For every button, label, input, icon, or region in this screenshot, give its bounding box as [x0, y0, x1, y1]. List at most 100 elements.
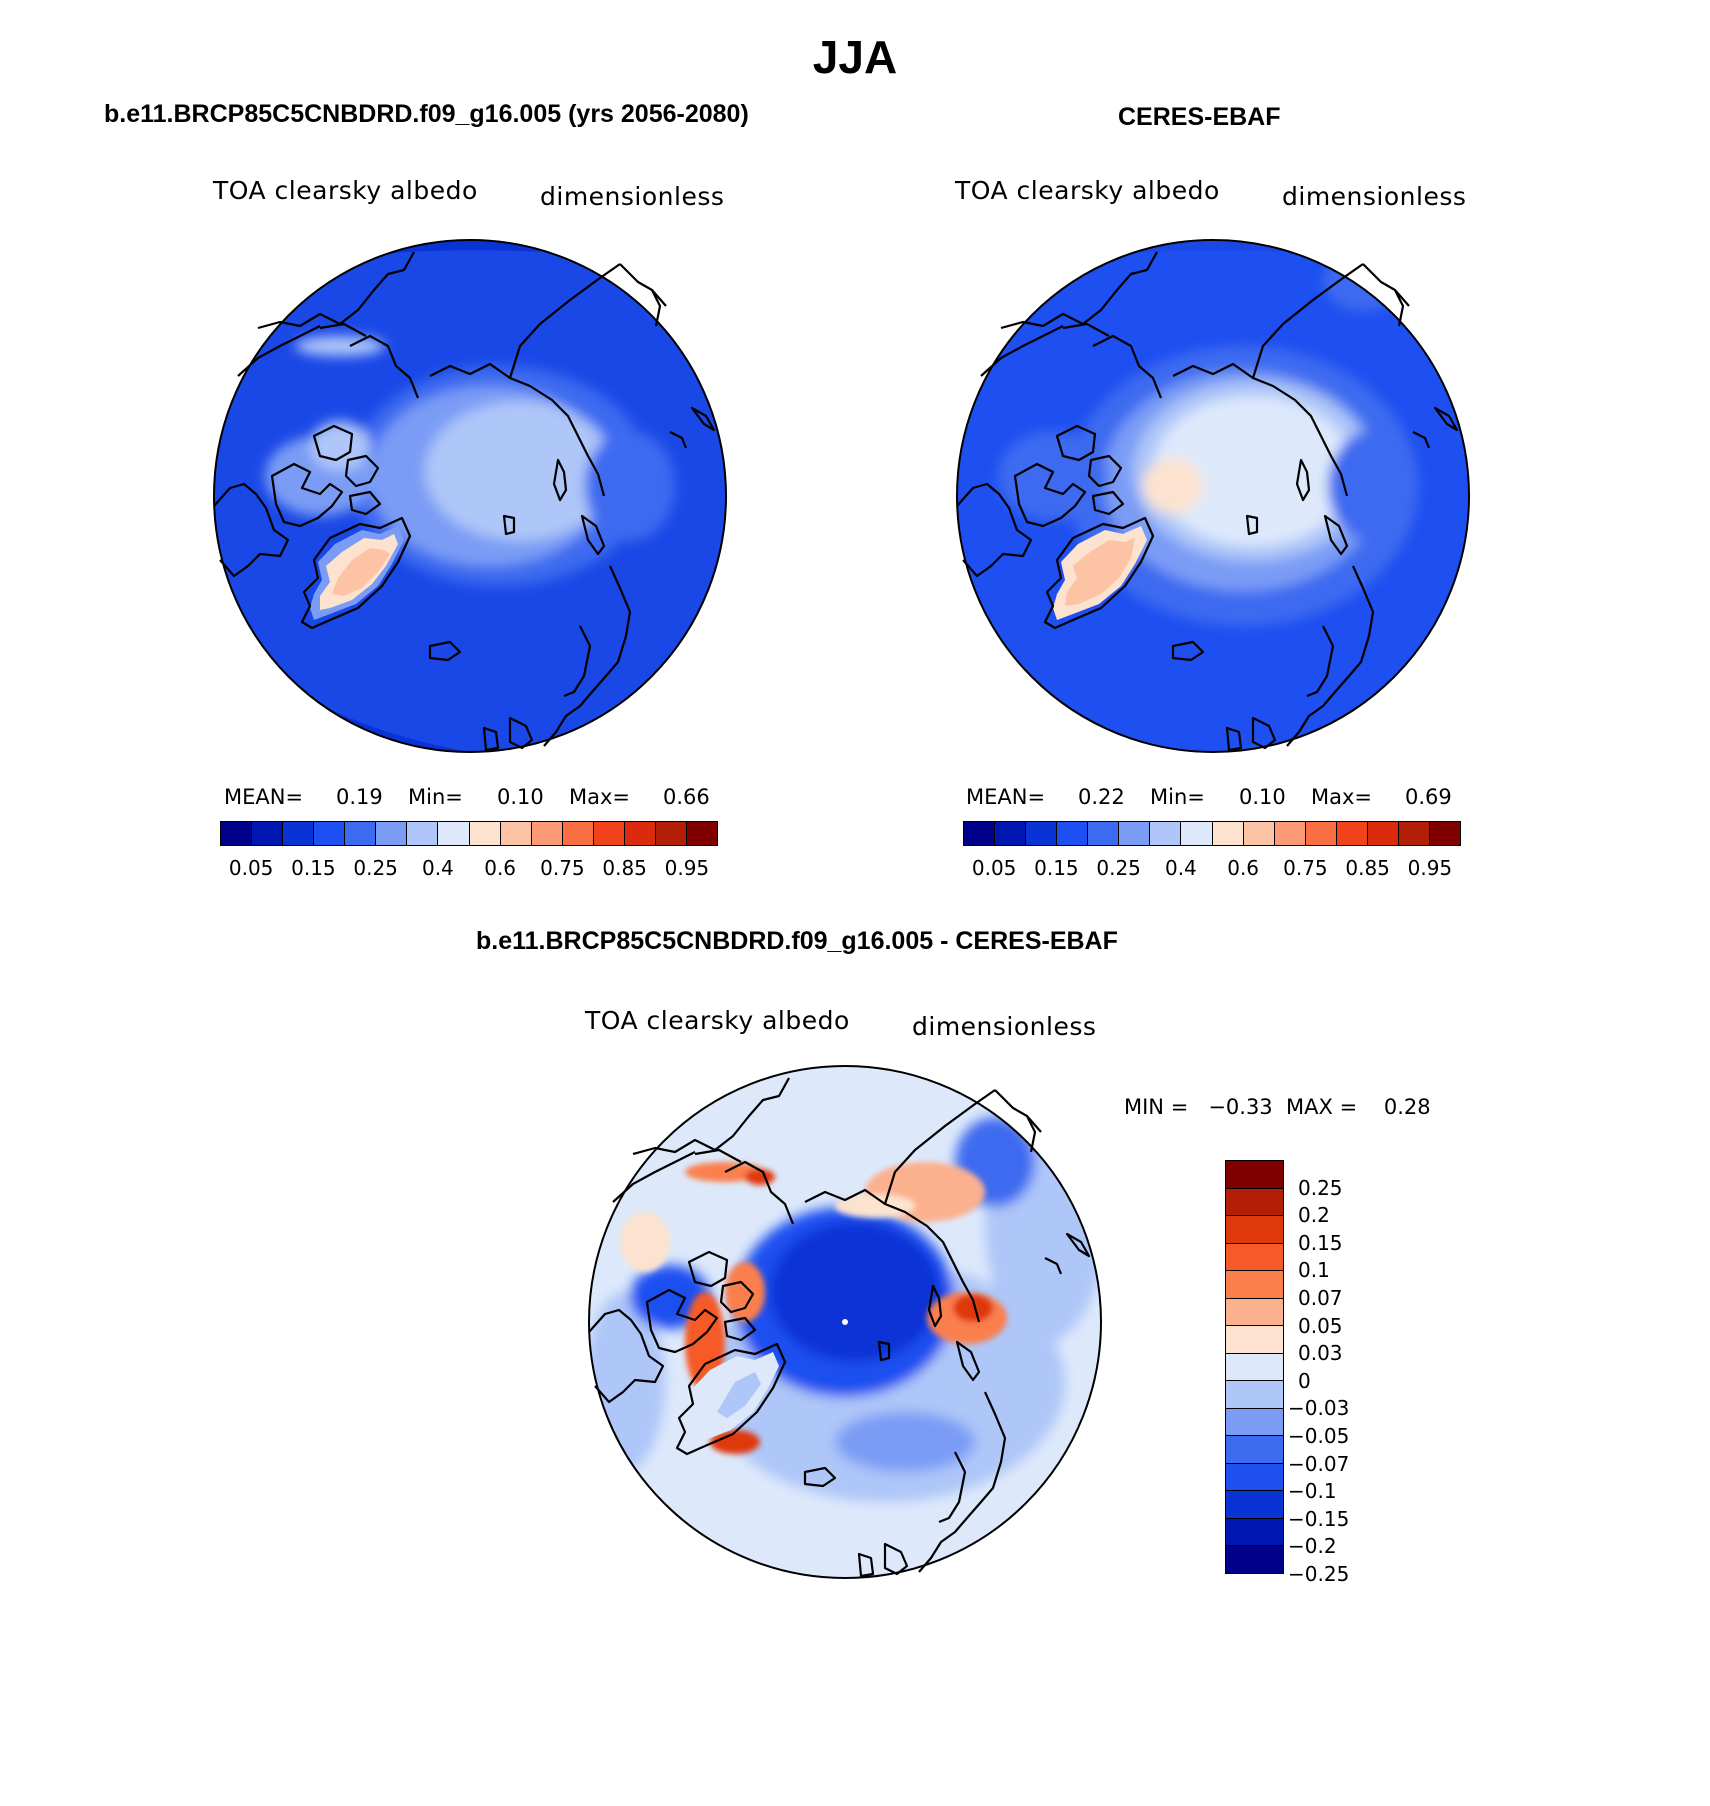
- obs-colorbar-swatch: [1367, 822, 1399, 845]
- obs-colorbar-swatch: [1181, 822, 1213, 845]
- model-colorbar-tick-label: 0.95: [664, 856, 710, 880]
- model-colorbar-tick-label: 0.6: [484, 856, 517, 880]
- model-colorbar-swatch: [655, 822, 687, 845]
- obs-colorbar-swatch: [1150, 822, 1182, 845]
- obs-max-value: 0.69: [1405, 785, 1452, 809]
- obs-colorbar-tick-label: 0.6: [1227, 856, 1260, 880]
- diff-colorbar-swatch: [1226, 1188, 1283, 1217]
- model-colorbar-swatch: [345, 822, 377, 845]
- obs-colorbar-swatch: [1398, 822, 1430, 845]
- obs-colorbar-tick-label: 0.85: [1345, 856, 1390, 880]
- model-mean-value: 0.19: [336, 785, 383, 809]
- model-colorbar-tick-label: 0.05: [228, 856, 274, 880]
- obs-min-label: Min=: [1150, 785, 1205, 809]
- diff-colorbar-swatch: [1226, 1463, 1283, 1492]
- diff-colorbar-swatch: [1226, 1353, 1283, 1382]
- obs-colorbar: [963, 821, 1461, 846]
- obs-colorbar-swatch: [1305, 822, 1337, 845]
- diff-colorbar-swatch: [1226, 1271, 1283, 1299]
- obs-colorbar-tick-label: 0.4: [1164, 856, 1197, 880]
- obs-variable-label: TOA clearsky albedo: [955, 176, 1220, 205]
- model-colorbar-swatch: [407, 822, 439, 845]
- diff-colorbar-tick-label: 0.25: [1298, 1175, 1343, 1200]
- diff-colorbar-tick-label: −0.15: [1288, 1506, 1350, 1531]
- model-colorbar-swatch: [438, 822, 470, 845]
- diff-colorbar-swatch: [1226, 1298, 1283, 1327]
- diff-units-label: dimensionless: [912, 1012, 1097, 1041]
- obs-min-value: 0.10: [1239, 785, 1286, 809]
- model-variable-label: TOA clearsky albedo: [213, 176, 478, 205]
- obs-colorbar-tick-label: 0.25: [1096, 856, 1141, 880]
- diff-colorbar-swatch: [1226, 1326, 1283, 1354]
- model-colorbar-tick-label: 0.25: [353, 856, 398, 880]
- diff-colorbar-swatch: [1226, 1243, 1283, 1272]
- model-colorbar-swatch: [252, 822, 284, 845]
- model-colorbar-swatch: [376, 822, 408, 845]
- model-colorbar-tick-label: 0.75: [540, 856, 585, 880]
- obs-mean-value: 0.22: [1078, 785, 1125, 809]
- model-polar-map: [212, 239, 727, 753]
- diff-colorbar-swatch: [1226, 1436, 1283, 1464]
- obs-colorbar-tick-label: 0.95: [1407, 856, 1453, 880]
- obs-colorbar-tick-label: 0.15: [1034, 856, 1079, 880]
- model-colorbar-tick-label: 0.4: [421, 856, 454, 880]
- diff-colorbar-tick-label: 0: [1298, 1368, 1311, 1393]
- obs-colorbar-tick-label: 0.05: [971, 856, 1017, 880]
- model-colorbar: [220, 821, 718, 846]
- diff-variable-label: TOA clearsky albedo: [585, 1006, 850, 1035]
- obs-max-label: Max=: [1311, 785, 1373, 809]
- model-panel-title: b.e11.BRCP85C5CNBDRD.f09_g16.005 (yrs 20…: [104, 100, 749, 128]
- diff-polar-map: [587, 1065, 1102, 1579]
- diff-colorbar-swatch: [1226, 1518, 1283, 1547]
- diff-colorbar-tick-label: 0.05: [1298, 1313, 1343, 1338]
- model-units-label: dimensionless: [540, 182, 725, 211]
- obs-colorbar-swatch: [1243, 822, 1275, 845]
- diff-colorbar-swatch: [1226, 1216, 1283, 1244]
- diff-colorbar-tick-label: −0.25: [1288, 1562, 1350, 1586]
- diff-colorbar-swatch: [1226, 1408, 1283, 1437]
- model-colorbar-tick-label: 0.85: [602, 856, 647, 880]
- model-colorbar-swatch: [500, 822, 532, 845]
- model-colorbar-swatch: [562, 822, 594, 845]
- obs-colorbar-swatch: [1336, 822, 1368, 845]
- diff-colorbar-swatch: [1226, 1491, 1283, 1519]
- model-mean-label: MEAN=: [224, 785, 304, 809]
- diff-colorbar-swatch: [1226, 1381, 1283, 1409]
- diff-range-label: MIN = −0.33 MAX = 0.28: [1124, 1095, 1431, 1119]
- model-min-value: 0.10: [497, 785, 544, 809]
- model-colorbar-swatch: [314, 822, 346, 845]
- obs-colorbar-swatch: [1057, 822, 1089, 845]
- obs-colorbar-swatch: [1429, 822, 1460, 845]
- obs-colorbar-swatch: [1212, 822, 1244, 845]
- diff-colorbar-swatch: [1226, 1161, 1283, 1189]
- obs-colorbar-tick-label: 0.75: [1283, 856, 1328, 880]
- model-min-label: Min=: [408, 785, 463, 809]
- model-max-value: 0.66: [663, 785, 710, 809]
- diff-panel-title: b.e11.BRCP85C5CNBDRD.f09_g16.005 - CERES…: [476, 927, 1118, 955]
- obs-units-label: dimensionless: [1282, 182, 1467, 211]
- diff-colorbar-tick-label: 0.2: [1298, 1203, 1330, 1228]
- obs-colorbar-swatch: [1088, 822, 1120, 845]
- diff-colorbar-tick-label: 0.07: [1298, 1286, 1343, 1310]
- obs-colorbar-swatch: [964, 822, 996, 845]
- obs-mean-label: MEAN=: [966, 785, 1046, 809]
- model-colorbar-swatch: [283, 822, 315, 845]
- model-colorbar-swatch: [624, 822, 656, 845]
- model-colorbar-swatch: [469, 822, 501, 845]
- figure-title: JJA: [812, 31, 898, 83]
- diff-colorbar-tick-label: −0.2: [1288, 1534, 1337, 1559]
- diff-colorbar: [1225, 1160, 1284, 1574]
- diff-colorbar-tick-label: −0.07: [1288, 1451, 1350, 1476]
- model-colorbar-swatch: [221, 822, 253, 845]
- obs-polar-map: [955, 239, 1470, 753]
- diff-colorbar-tick-label: 0.15: [1298, 1230, 1343, 1255]
- model-colorbar-tick-label: 0.15: [291, 856, 336, 880]
- diff-colorbar-tick-label: −0.05: [1288, 1424, 1350, 1448]
- diff-colorbar-tick-label: 0.1: [1298, 1258, 1330, 1283]
- obs-colorbar-swatch: [1119, 822, 1151, 845]
- model-colorbar-swatch: [593, 822, 625, 845]
- model-colorbar-swatch: [686, 822, 717, 845]
- obs-panel-title: CERES-EBAF: [1118, 103, 1281, 131]
- obs-colorbar-swatch: [1274, 822, 1306, 845]
- obs-colorbar-swatch: [995, 822, 1027, 845]
